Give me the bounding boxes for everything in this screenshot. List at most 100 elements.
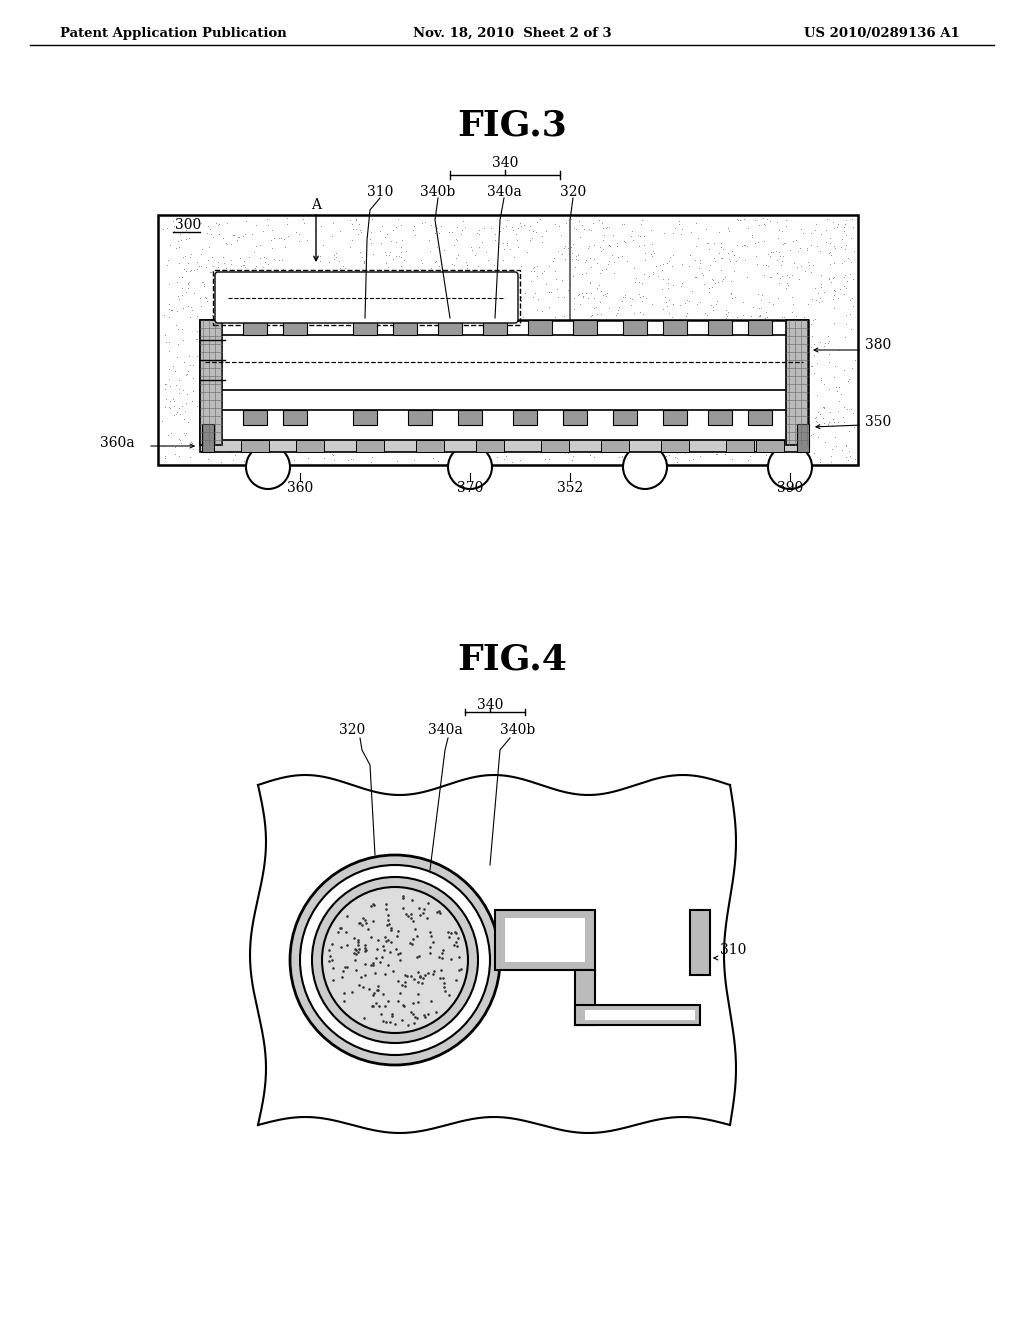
Point (467, 288, 483, 309)
Point (793, 255, 809, 276)
Point (485, 255, 502, 276)
Point (681, 317, 697, 338)
Point (508, 367, 524, 388)
Point (270, 429, 287, 450)
Point (669, 422, 685, 444)
Point (227, 418, 244, 440)
Point (798, 326, 814, 347)
Point (532, 417, 549, 438)
Circle shape (322, 887, 468, 1034)
Point (531, 209, 548, 230)
Point (813, 265, 829, 286)
Point (197, 337, 213, 358)
Bar (623, 319, 647, 335)
Point (679, 302, 695, 323)
Point (209, 413, 225, 434)
Point (371, 995, 387, 1016)
Point (471, 286, 487, 308)
Point (688, 417, 705, 438)
Point (710, 272, 726, 293)
Point (384, 1006, 400, 1027)
Point (184, 438, 201, 459)
Point (167, 444, 183, 465)
Point (376, 418, 392, 440)
Point (771, 362, 787, 383)
Point (242, 335, 258, 356)
Point (508, 434, 524, 455)
Point (665, 275, 681, 296)
Point (690, 432, 707, 453)
Point (416, 1005, 432, 1026)
Point (344, 294, 360, 315)
Point (825, 218, 842, 239)
Point (676, 327, 692, 348)
Point (625, 333, 641, 354)
Bar (483, 319, 507, 335)
Point (157, 447, 173, 469)
Text: Patent Application Publication: Patent Application Publication (60, 26, 287, 40)
Point (629, 363, 645, 384)
Point (393, 256, 410, 277)
Point (431, 946, 447, 968)
Point (394, 887, 411, 908)
Bar (513, 411, 537, 425)
Point (812, 370, 828, 391)
Point (258, 401, 274, 422)
Point (611, 446, 628, 467)
Point (293, 389, 309, 411)
Point (760, 243, 776, 264)
Point (596, 284, 612, 305)
Point (340, 422, 356, 444)
Point (311, 279, 328, 300)
Point (805, 442, 821, 463)
Point (670, 347, 686, 368)
Point (283, 268, 299, 289)
Point (273, 276, 290, 297)
Point (195, 335, 211, 356)
Point (509, 310, 525, 331)
Point (812, 404, 828, 425)
Point (642, 243, 658, 264)
Point (739, 330, 756, 351)
Point (575, 315, 592, 337)
Point (222, 358, 239, 379)
Point (171, 397, 187, 418)
Point (259, 436, 275, 457)
Point (248, 215, 264, 236)
Point (657, 428, 674, 449)
Point (713, 247, 729, 268)
Point (803, 313, 819, 334)
Point (821, 351, 838, 372)
Point (774, 220, 791, 242)
Point (807, 277, 823, 298)
Point (759, 403, 775, 424)
Point (445, 935, 462, 956)
Point (837, 396, 853, 417)
Point (492, 395, 508, 416)
Point (410, 983, 426, 1005)
Point (620, 251, 636, 272)
Point (287, 449, 303, 470)
Point (784, 293, 801, 314)
Point (193, 360, 209, 381)
Point (450, 216, 466, 238)
Point (530, 288, 547, 309)
Point (582, 432, 598, 453)
Point (636, 342, 652, 363)
Point (713, 391, 729, 412)
Point (186, 436, 203, 457)
Point (655, 371, 672, 392)
Point (775, 375, 792, 396)
Point (450, 327, 466, 348)
Text: 380: 380 (865, 338, 891, 352)
Point (182, 260, 199, 281)
Point (180, 252, 197, 273)
Point (402, 315, 419, 337)
Point (282, 310, 298, 331)
Point (712, 383, 728, 404)
Point (569, 412, 586, 433)
Point (490, 288, 507, 309)
Point (185, 282, 202, 304)
Point (180, 296, 197, 317)
Point (763, 242, 779, 263)
